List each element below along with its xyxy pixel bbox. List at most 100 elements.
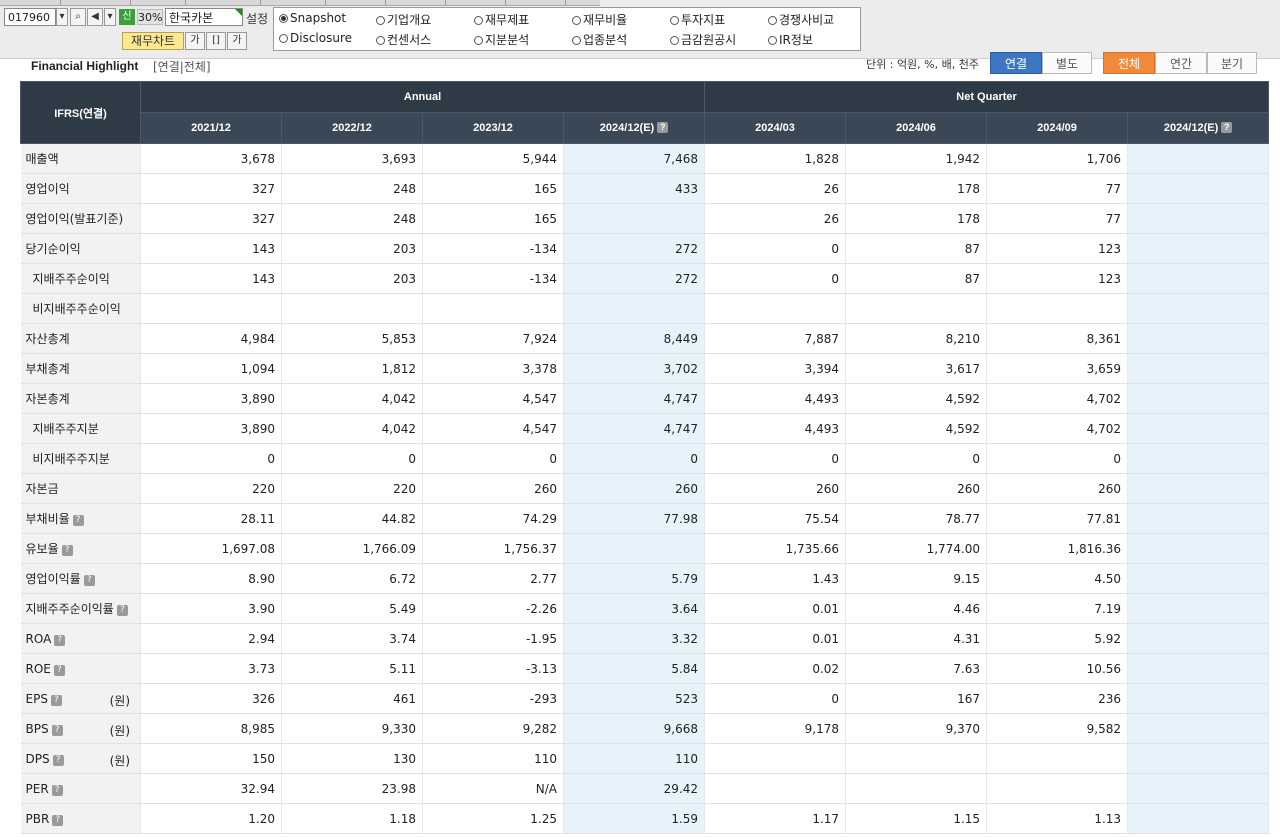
- radio-investment-indicators[interactable]: 투자지표: [670, 11, 725, 28]
- toggle-consolidated[interactable]: 연결: [990, 52, 1042, 74]
- help-icon[interactable]: ?: [53, 664, 65, 676]
- help-icon[interactable]: ?: [83, 575, 95, 586]
- top-tab-strip[interactable]: [0, 0, 600, 6]
- radio-label: 금감원공시: [681, 33, 737, 47]
- table-cell: 77.81: [986, 503, 1129, 534]
- radio-industry-analysis[interactable]: 업종분석: [572, 31, 627, 48]
- table-cell: 2.77: [422, 563, 564, 594]
- table-cell: 75.54: [704, 503, 847, 534]
- help-icon[interactable]: ?: [52, 754, 64, 766]
- table-cell: 3,693: [281, 143, 423, 174]
- radio-consensus[interactable]: 컨센서스: [376, 31, 431, 48]
- help-icon[interactable]: ?: [50, 694, 62, 706]
- period-header: 2023/12: [422, 112, 564, 144]
- table-cell: 272: [563, 263, 706, 294]
- radio-icon: [572, 16, 581, 25]
- table-cell: 28.11: [140, 503, 282, 534]
- settings-link[interactable]: 설정: [246, 12, 269, 26]
- radio-ir-info[interactable]: IR정보: [768, 31, 813, 48]
- table-cell: 8.90: [140, 563, 282, 594]
- radio-fss-disclosure[interactable]: 금감원공시: [670, 31, 736, 48]
- row-label: PBR?: [20, 803, 141, 834]
- table-cell: [1127, 623, 1270, 654]
- stock-code-input[interactable]: 017960: [4, 8, 56, 26]
- table-cell: 1,774.00: [845, 533, 988, 564]
- period-label: 2022/12: [332, 122, 372, 134]
- table-cell: 7,887: [704, 323, 847, 354]
- table-cell: 5.92: [986, 623, 1129, 654]
- toggle-annual[interactable]: 연간: [1155, 52, 1207, 74]
- table-cell: [1127, 473, 1270, 504]
- font-size-icon[interactable]: 가: [185, 32, 205, 50]
- table-cell: 203: [281, 233, 423, 264]
- help-icon[interactable]: ?: [52, 814, 64, 826]
- table-cell: 143: [140, 263, 282, 294]
- radio-icon: [768, 36, 777, 45]
- speaker-dropdown-icon[interactable]: ▾: [104, 8, 116, 26]
- table-cell: 165: [422, 203, 564, 234]
- help-icon[interactable]: ?: [116, 605, 128, 616]
- percent-badge[interactable]: 30%: [137, 9, 163, 25]
- table-cell: 3.32: [563, 623, 706, 654]
- radio-competitor-comparison[interactable]: 경쟁사비교: [768, 11, 834, 28]
- radio-icon: [768, 16, 777, 25]
- table-cell: 327: [140, 173, 282, 204]
- row-label: PER?: [20, 773, 141, 804]
- table-cell: [1127, 743, 1270, 774]
- table-cell: 1,756.37: [422, 533, 564, 564]
- speaker-icon[interactable]: ◀: [87, 8, 103, 26]
- radio-shareholding[interactable]: 지분분석: [474, 31, 529, 48]
- table-cell: [845, 293, 988, 324]
- help-icon[interactable]: ?: [1221, 122, 1233, 133]
- row-label-text: 부채비율: [25, 512, 70, 526]
- table-cell: 9,178: [704, 713, 847, 744]
- table-cell: 1.59: [563, 803, 706, 834]
- table-cell: [1127, 653, 1270, 684]
- table-cell: [1127, 263, 1270, 294]
- toggle-all-periods[interactable]: 전체: [1103, 52, 1155, 74]
- toggle-separate[interactable]: 별도: [1042, 52, 1092, 74]
- table-cell: 3,617: [845, 353, 988, 384]
- radio-company-overview[interactable]: 기업개요: [376, 11, 431, 28]
- radio-snapshot[interactable]: Snapshot: [279, 11, 346, 25]
- table-cell: 77: [986, 203, 1129, 234]
- radio-disclosure[interactable]: Disclosure: [279, 31, 352, 45]
- table-cell: [704, 773, 847, 804]
- toggle-quarterly[interactable]: 분기: [1207, 52, 1257, 74]
- radio-label: Snapshot: [290, 11, 347, 25]
- help-icon[interactable]: ?: [657, 122, 669, 133]
- row-label-text: 영업이익(발표기준): [25, 212, 124, 226]
- table-row: 자본총계 3,890 4,042 4,547 4,747 4,493 4,592 4,702: [20, 383, 1270, 414]
- table-cell: 4,493: [704, 383, 847, 414]
- table-cell: 1,816.36: [986, 533, 1129, 564]
- table-cell: 0.01: [704, 593, 847, 624]
- help-icon[interactable]: ?: [51, 724, 63, 736]
- table-cell: [1127, 443, 1270, 474]
- help-icon[interactable]: ?: [72, 515, 84, 526]
- row-label: 영업이익: [20, 173, 141, 204]
- help-icon[interactable]: ?: [61, 545, 73, 556]
- financial-chart-button[interactable]: 재무차트: [122, 32, 184, 50]
- table-cell: 220: [140, 473, 282, 504]
- search-icon[interactable]: ⌕: [70, 8, 86, 26]
- table-cell: [563, 533, 706, 564]
- table-row: 당기순이익 143 203 -134 272 0 87 123: [20, 233, 1270, 264]
- radio-financial-statements[interactable]: 재무제표: [474, 11, 529, 28]
- table-cell: [140, 293, 282, 324]
- radio-icon: [670, 16, 679, 25]
- help-icon[interactable]: ?: [51, 784, 63, 796]
- table-cell: 5.49: [281, 593, 423, 624]
- row-label-text: 비지배주주순이익: [32, 302, 121, 316]
- help-icon[interactable]: ?: [54, 634, 66, 646]
- table-cell: [1127, 413, 1270, 444]
- font-increase-icon[interactable]: 가: [227, 32, 247, 50]
- fit-window-icon[interactable]: []: [206, 32, 226, 50]
- radio-selected-icon: [279, 14, 288, 23]
- code-dropdown-icon[interactable]: ▾: [56, 8, 68, 26]
- new-badge[interactable]: 신: [119, 9, 135, 25]
- table-cell: 3,659: [986, 353, 1129, 384]
- table-row: 비지배주주순이익: [20, 293, 1270, 324]
- radio-financial-ratios[interactable]: 재무비율: [572, 11, 627, 28]
- company-name-field[interactable]: 한국카본: [165, 8, 243, 26]
- table-cell: 1,706: [986, 143, 1129, 174]
